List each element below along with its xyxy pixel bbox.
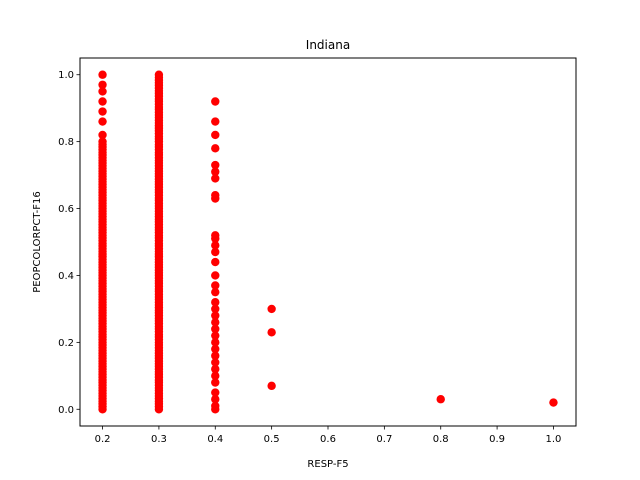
data-point	[211, 371, 220, 381]
data-point	[211, 344, 220, 354]
data-point	[211, 364, 220, 374]
x-tick-label: 0.8	[433, 434, 449, 445]
data-point	[211, 358, 220, 367]
data-point	[549, 398, 558, 407]
data-point	[211, 304, 220, 314]
y-tick-label: 0.6	[58, 204, 74, 215]
y-tick-label: 0.4	[58, 271, 74, 282]
x-tick-label: 1.0	[546, 434, 562, 445]
data-point	[211, 401, 220, 411]
x-tick-label: 0.2	[95, 434, 111, 445]
data-point	[211, 97, 220, 106]
y-tick-label: 0.0	[58, 405, 74, 416]
y-tick-label: 0.2	[58, 338, 74, 349]
data-point	[98, 107, 107, 116]
data-point	[436, 395, 445, 404]
x-tick-label: 0.7	[376, 434, 392, 445]
data-point	[211, 351, 220, 360]
data-point	[211, 231, 220, 240]
data-point	[98, 130, 107, 140]
x-axis-label: RESP-F5	[307, 459, 348, 470]
data-point	[211, 241, 220, 250]
data-point	[211, 287, 220, 297]
y-axis-label: PEOPCOLORPCT-F16	[32, 191, 43, 292]
data-point	[211, 388, 220, 397]
y-tick-label: 0.8	[58, 137, 74, 148]
x-tick-label: 0.6	[320, 434, 336, 445]
data-point	[211, 144, 220, 153]
points-layer	[98, 70, 558, 414]
x-tick-label: 0.3	[151, 434, 167, 445]
data-point	[211, 331, 220, 340]
data-point	[211, 190, 220, 200]
x-tick-label: 0.4	[207, 434, 223, 445]
data-point	[267, 304, 276, 314]
data-point	[211, 298, 220, 307]
data-point	[211, 257, 220, 267]
data-point	[211, 271, 220, 280]
data-point	[98, 137, 107, 146]
data-point	[211, 130, 220, 140]
data-point	[98, 97, 107, 106]
data-point	[211, 311, 220, 320]
data-point	[98, 80, 107, 89]
x-tick-label: 0.5	[264, 434, 280, 445]
data-point	[211, 247, 220, 257]
y-tick-label: 1.0	[58, 70, 74, 81]
data-point	[211, 318, 220, 327]
data-point	[211, 160, 220, 170]
data-point	[211, 117, 220, 126]
data-point	[154, 70, 164, 79]
data-point	[98, 117, 107, 126]
data-point	[98, 70, 107, 79]
data-point	[211, 395, 220, 404]
chart-title: Indiana	[306, 38, 350, 52]
data-point	[211, 338, 220, 347]
data-point	[211, 167, 220, 176]
x-tick-label: 0.9	[489, 434, 505, 445]
y-axis: 0.0 0.2 0.4 0.6 0.8 1.0	[58, 70, 80, 416]
data-point	[267, 328, 276, 337]
data-point	[211, 324, 220, 334]
data-point	[267, 381, 276, 391]
data-point	[98, 87, 107, 96]
data-point	[211, 281, 220, 290]
x-axis: 0.2 0.3 0.4 0.5 0.6 0.7 0.8 0.9 1.0	[95, 426, 562, 445]
data-point	[211, 378, 220, 387]
data-point	[211, 174, 220, 183]
